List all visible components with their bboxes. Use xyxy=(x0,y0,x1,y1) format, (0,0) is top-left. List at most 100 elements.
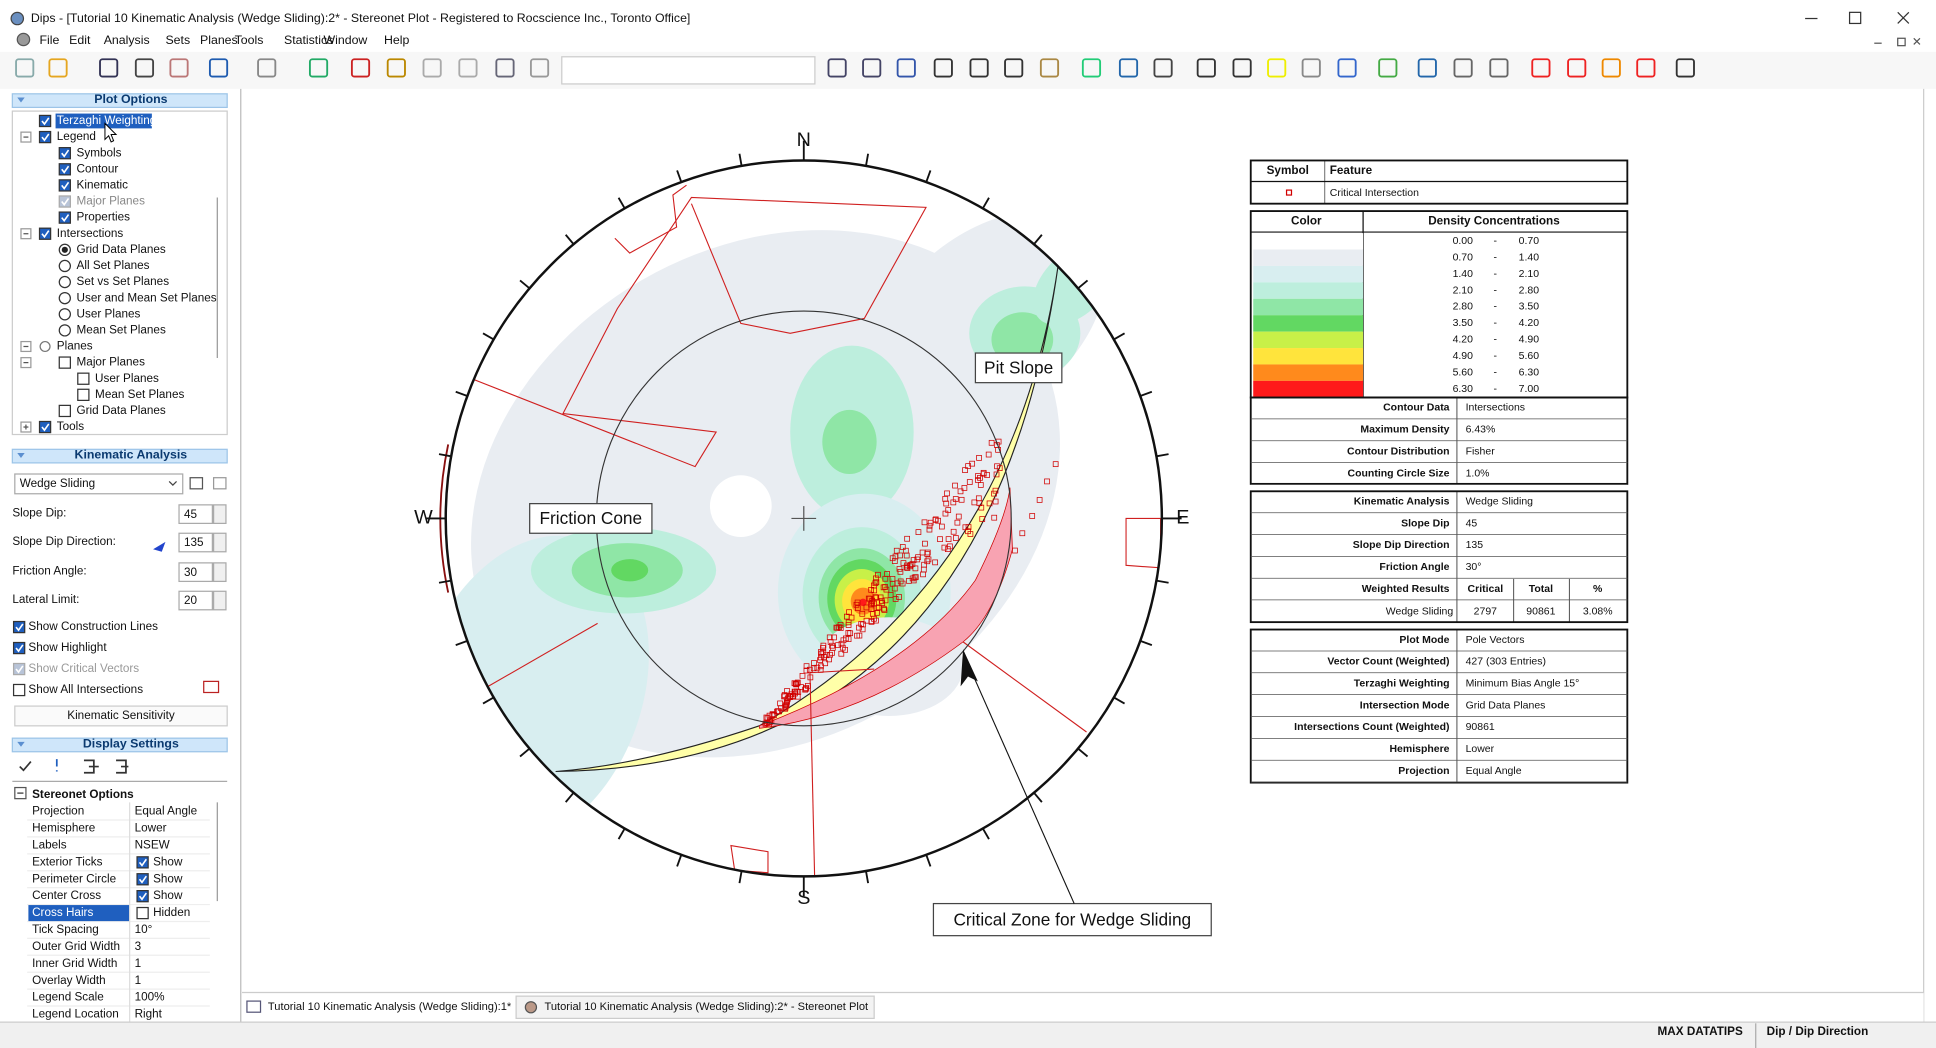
menu-item[interactable]: Sets xyxy=(165,33,190,47)
property-value[interactable]: Show xyxy=(153,889,183,902)
menu-item[interactable]: Analysis xyxy=(104,33,150,47)
checkbox[interactable] xyxy=(59,196,70,207)
checkbox-label[interactable]: Show Construction Lines xyxy=(28,620,158,633)
tree-item[interactable]: Major Planes xyxy=(77,195,146,208)
checkbox[interactable] xyxy=(14,643,25,654)
tree-item[interactable]: Grid Data Planes xyxy=(77,404,166,417)
property-value[interactable]: 100% xyxy=(135,991,165,1004)
property-value[interactable]: 1 xyxy=(135,957,142,970)
field-value[interactable]: 45 xyxy=(184,508,198,521)
checkbox-label[interactable]: Show All Intersections xyxy=(28,683,143,696)
property-value[interactable]: 10° xyxy=(135,923,153,936)
tree-item[interactable]: Major Planes xyxy=(77,356,146,369)
menu-item[interactable]: Edit xyxy=(69,33,91,47)
density-separator: - xyxy=(1493,236,1497,247)
spin-button[interactable] xyxy=(214,533,226,552)
checkbox[interactable] xyxy=(137,891,148,902)
radio[interactable] xyxy=(59,309,70,320)
checkbox[interactable] xyxy=(14,684,25,695)
tree-item[interactable]: Kinematic xyxy=(77,179,129,192)
checkbox[interactable] xyxy=(59,405,70,416)
checkbox[interactable] xyxy=(137,908,148,919)
property-value[interactable]: Lower xyxy=(135,822,167,835)
checkbox[interactable] xyxy=(40,115,51,126)
legend-key: Projection xyxy=(1398,766,1449,777)
checkbox-label[interactable]: Show Critical Vectors xyxy=(28,662,139,675)
radio[interactable] xyxy=(59,260,70,271)
property-value[interactable]: Equal Angle xyxy=(135,805,198,818)
legend-key: Plot Mode xyxy=(1399,635,1449,646)
property-name: Labels xyxy=(32,839,67,852)
radio[interactable] xyxy=(59,293,70,304)
checkbox[interactable] xyxy=(59,212,70,223)
tree-item[interactable]: Set vs Set Planes xyxy=(77,275,170,288)
toolbar-combo[interactable] xyxy=(562,57,815,84)
tree-item[interactable]: Tools xyxy=(57,420,85,433)
mode-value[interactable]: Wedge Sliding xyxy=(20,477,95,490)
density-to: 7.00 xyxy=(1519,384,1540,395)
tree-item[interactable]: User and Mean Set Planes xyxy=(77,291,217,304)
tree-item[interactable]: Grid Data Planes xyxy=(77,243,166,256)
checkbox[interactable] xyxy=(14,622,25,633)
app-icon xyxy=(11,12,23,24)
tree-item[interactable]: Legend xyxy=(57,130,96,143)
spin-button[interactable] xyxy=(214,591,226,610)
color-swatch xyxy=(1253,332,1363,348)
checkbox[interactable] xyxy=(137,857,148,868)
radio[interactable] xyxy=(59,325,70,336)
checkbox-label[interactable]: Show Highlight xyxy=(28,641,107,654)
property-value[interactable]: 1 xyxy=(135,974,142,987)
legend-key: Vector Count (Weighted) xyxy=(1327,657,1449,668)
checkbox[interactable] xyxy=(14,663,25,674)
tree-item[interactable]: Contour xyxy=(77,162,119,175)
tree-item[interactable]: Mean Set Planes xyxy=(95,388,184,401)
tree-item[interactable]: Intersections xyxy=(57,227,124,240)
menu-item[interactable]: Planes xyxy=(200,33,238,47)
tree-item[interactable]: Planes xyxy=(57,340,93,353)
density-separator: - xyxy=(1493,367,1497,378)
tree-item[interactable]: User Planes xyxy=(95,372,159,385)
tree-item[interactable]: Symbols xyxy=(77,146,122,159)
checkbox[interactable] xyxy=(59,180,70,191)
button-label[interactable]: Kinematic Sensitivity xyxy=(67,709,175,722)
tree-item[interactable]: Mean Set Planes xyxy=(77,323,166,336)
property-value[interactable]: Hidden xyxy=(153,906,190,919)
property-value[interactable]: Show xyxy=(153,872,183,885)
property-value[interactable]: 3 xyxy=(135,940,142,953)
field-value[interactable]: 20 xyxy=(184,594,198,607)
checkbox[interactable] xyxy=(78,373,89,384)
legend-feature: Critical Intersection xyxy=(1330,188,1419,199)
checkbox[interactable] xyxy=(78,389,89,400)
checkbox[interactable] xyxy=(59,148,70,159)
spin-button[interactable] xyxy=(214,563,226,582)
menu-item[interactable]: Window xyxy=(323,33,367,47)
menu-item[interactable]: Tools xyxy=(235,33,264,47)
checkbox[interactable] xyxy=(137,874,148,885)
checkbox[interactable] xyxy=(40,228,51,239)
property-value[interactable]: Show xyxy=(153,855,183,868)
tab[interactable]: Tutorial 10 Kinematic Analysis (Wedge Sl… xyxy=(545,1001,869,1013)
tree-item[interactable]: All Set Planes xyxy=(77,259,150,272)
property-value[interactable]: NSEW xyxy=(135,839,171,852)
results-cell: Wedge Sliding xyxy=(1386,606,1454,617)
tree-item[interactable]: Properties xyxy=(77,211,131,224)
density-from: 2.80 xyxy=(1453,302,1474,313)
legend-value: Lower xyxy=(1466,744,1495,755)
tab[interactable]: Tutorial 10 Kinematic Analysis (Wedge Sl… xyxy=(268,1001,512,1013)
spin-button[interactable] xyxy=(214,505,226,524)
checkbox[interactable] xyxy=(40,132,51,143)
checkbox[interactable] xyxy=(59,357,70,368)
menu-item[interactable]: File xyxy=(40,33,60,47)
radio[interactable] xyxy=(59,277,70,288)
density-from: 6.30 xyxy=(1453,384,1474,395)
field-value[interactable]: 135 xyxy=(184,536,204,549)
tree-item[interactable]: User Planes xyxy=(77,307,141,320)
checkbox[interactable] xyxy=(59,164,70,175)
density-from: 0.00 xyxy=(1453,236,1474,247)
checkbox[interactable] xyxy=(40,421,51,432)
menu-item[interactable]: Help xyxy=(384,33,410,47)
field-label: Lateral Limit: xyxy=(12,593,79,606)
field-value[interactable]: 30 xyxy=(184,566,198,579)
property-value[interactable]: Right xyxy=(135,1008,163,1021)
property-name: Overlay Width xyxy=(32,974,106,987)
